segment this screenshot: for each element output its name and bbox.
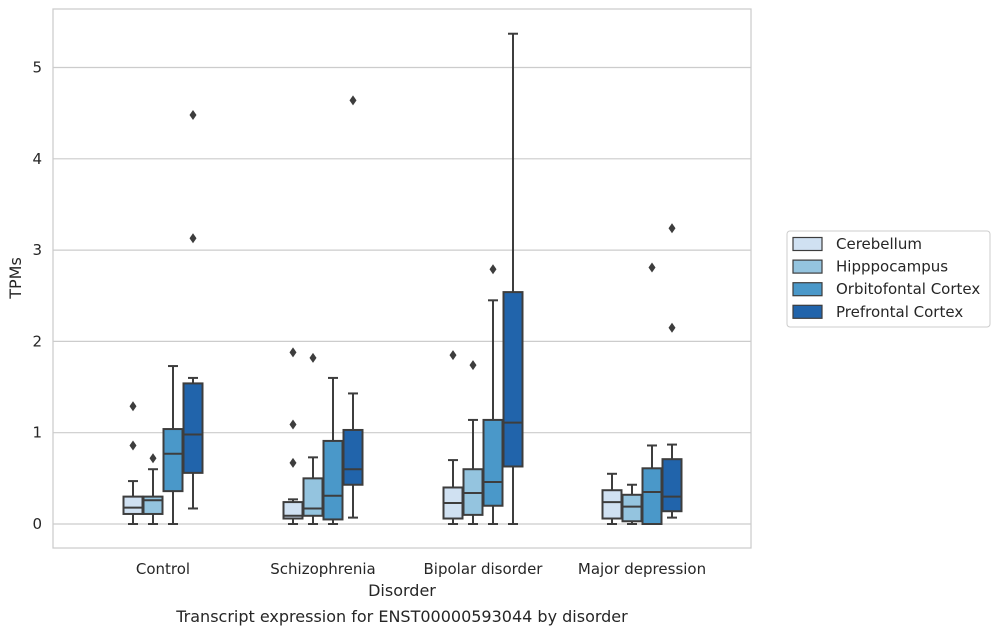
outlier-point	[189, 233, 197, 244]
gridlines	[53, 66, 751, 525]
iqr-box	[342, 428, 364, 486]
y-tick-label: 4	[32, 150, 42, 168]
y-tick-labels: 0 1 2 3 4 5	[32, 59, 42, 534]
box-orbitofontal-cortex-3	[641, 262, 663, 526]
x-tick-label: Control	[136, 560, 190, 578]
iqr-box	[302, 477, 324, 517]
box-orbitofontal-cortex-1	[322, 376, 344, 525]
outlier-point	[668, 322, 676, 333]
box-prefrontal-cortex-3	[661, 223, 683, 519]
legend-label: Hipppocampus	[836, 258, 948, 276]
legend-swatch	[792, 236, 823, 252]
plot-frame	[52, 8, 752, 549]
legend-swatch	[792, 304, 823, 319]
legend-frame	[786, 230, 991, 328]
outlier-point	[129, 440, 137, 451]
iqr-box	[641, 467, 663, 526]
x-tick-label: Schizophrenia	[270, 560, 375, 578]
outlier-point	[289, 419, 297, 430]
box-prefrontal-cortex-2	[502, 32, 524, 525]
iqr-box	[601, 489, 623, 520]
box-hipppocampus-3	[621, 483, 643, 525]
iqr-box	[182, 382, 204, 474]
x-tick-label: Major depression	[578, 560, 706, 578]
legend-label: Prefrontal Cortex	[836, 303, 963, 321]
iqr-box	[482, 418, 504, 507]
box-prefrontal-cortex-1	[342, 95, 364, 519]
outlier-point	[289, 457, 297, 468]
outlier-point	[668, 223, 676, 234]
iqr-box	[621, 493, 643, 523]
x-tick-label: Bipolar disorder	[424, 560, 544, 578]
box-cerebellum-0	[122, 401, 144, 525]
iqr-box	[122, 495, 144, 515]
legend-swatch	[792, 282, 823, 297]
iqr-box	[162, 428, 184, 493]
box-cerebellum-3	[601, 472, 623, 525]
y-tick-label: 0	[32, 515, 42, 533]
box-hipppocampus-1	[302, 352, 324, 525]
iqr-box	[142, 495, 164, 515]
iqr-box	[661, 458, 683, 513]
outlier-point	[189, 109, 197, 120]
legend-label: Orbitofontal Cortex	[836, 280, 980, 298]
box-cerebellum-1	[282, 347, 304, 525]
legend-label: Cerebellum	[836, 235, 922, 253]
outlier-point	[449, 350, 457, 361]
outlier-point	[489, 264, 497, 275]
y-axis-label: TPMs	[6, 257, 25, 300]
box-orbitofontal-cortex-2	[482, 264, 504, 525]
legend-swatch	[792, 259, 823, 274]
box-prefrontal-cortex-0	[182, 109, 204, 510]
y-tick-label: 2	[32, 332, 42, 350]
legend: Cerebellum Hipppocampus Orbitofontal Corte…	[786, 230, 991, 328]
box-cerebellum-2	[442, 350, 464, 525]
iqr-box	[322, 439, 344, 521]
outlier-point	[309, 352, 317, 363]
outlier-point	[129, 401, 137, 412]
outlier-point	[648, 262, 656, 273]
x-axis-label: Disorder	[368, 581, 436, 600]
box-series	[122, 32, 683, 526]
x-tick-labels: Control Schizophrenia Bipolar disorder Majo…	[136, 560, 706, 578]
box-hipppocampus-0	[142, 453, 164, 525]
y-tick-label: 1	[32, 424, 42, 442]
outlier-point	[469, 360, 477, 371]
y-tick-label: 5	[32, 59, 42, 77]
box-hipppocampus-2	[462, 360, 484, 525]
y-tick-label: 3	[32, 241, 42, 259]
outlier-point	[349, 95, 357, 106]
chart-caption: Transcript expression for ENST0000059304…	[175, 607, 628, 626]
outlier-point	[289, 347, 297, 358]
outlier-point	[149, 453, 157, 464]
iqr-box	[502, 291, 524, 468]
box-orbitofontal-cortex-0	[162, 365, 184, 525]
